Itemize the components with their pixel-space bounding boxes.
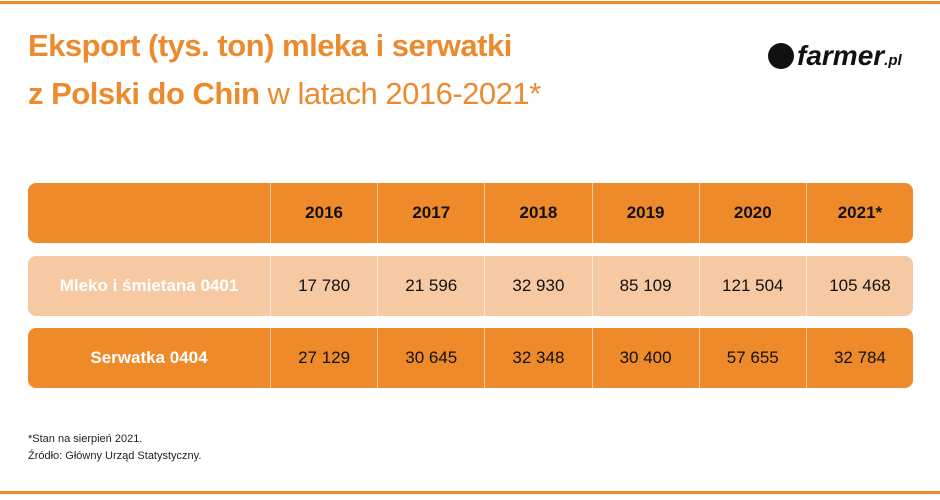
source: Źródło: Główny Urząd Statystyczny.: [28, 450, 202, 462]
title-text: Eksport (tys. ton) mleka i serwatki: [28, 28, 512, 63]
table-cell: 21 596: [377, 256, 484, 316]
table-cell: 32 930: [484, 256, 591, 316]
table-header: 2016 2017 2018 2019 2020 2021*: [28, 183, 913, 243]
title-line: Eksport (tys. ton) mleka i serwatki: [28, 28, 512, 64]
table-cell: 27 129: [270, 328, 377, 388]
table-cell: 17 780: [270, 256, 377, 316]
table-cell: 105 468: [805, 256, 913, 316]
table-cell: 32 348: [484, 328, 591, 388]
title-text: z Polski do Chin: [28, 76, 260, 111]
title-line: z Polski do Chin w latach 2016-2021*: [28, 76, 541, 112]
column-header: 2018: [484, 183, 591, 243]
table-cell: 121 504: [698, 256, 806, 316]
table-cell: 30 400: [591, 328, 699, 388]
logo-icon: [768, 43, 794, 69]
table-cell: 85 109: [591, 256, 699, 316]
column-header: 2017: [377, 183, 484, 243]
table-cell: 57 655: [698, 328, 806, 388]
logo-suffix: .pl: [884, 52, 902, 69]
row-label: Mleko i śmietana 0401: [59, 276, 239, 295]
logo: farmer.pl: [768, 40, 902, 72]
table-row: Serwatka 0404 27 129 30 645 32 348 30 400 57 …: [28, 328, 913, 388]
column-header: 2020: [698, 183, 806, 243]
top-rule: [0, 1, 940, 4]
table-cell: 32 784: [805, 328, 913, 388]
row-label: Serwatka 0404: [90, 348, 208, 367]
table-cell: 30 645: [377, 328, 484, 388]
footnote: *Stan na sierpień 2021.: [28, 433, 143, 445]
column-header: 2021*: [805, 183, 913, 243]
bottom-rule: [0, 491, 940, 494]
title-text: w latach 2016-2021*: [267, 76, 542, 111]
column-header: 2016: [270, 183, 377, 243]
table-row: Mleko i śmietana 0401 17 780 21 596 32 930 8…: [28, 256, 913, 316]
column-header: 2019: [591, 183, 699, 243]
logo-name: farmer: [797, 40, 885, 71]
header-corner: [28, 183, 270, 243]
